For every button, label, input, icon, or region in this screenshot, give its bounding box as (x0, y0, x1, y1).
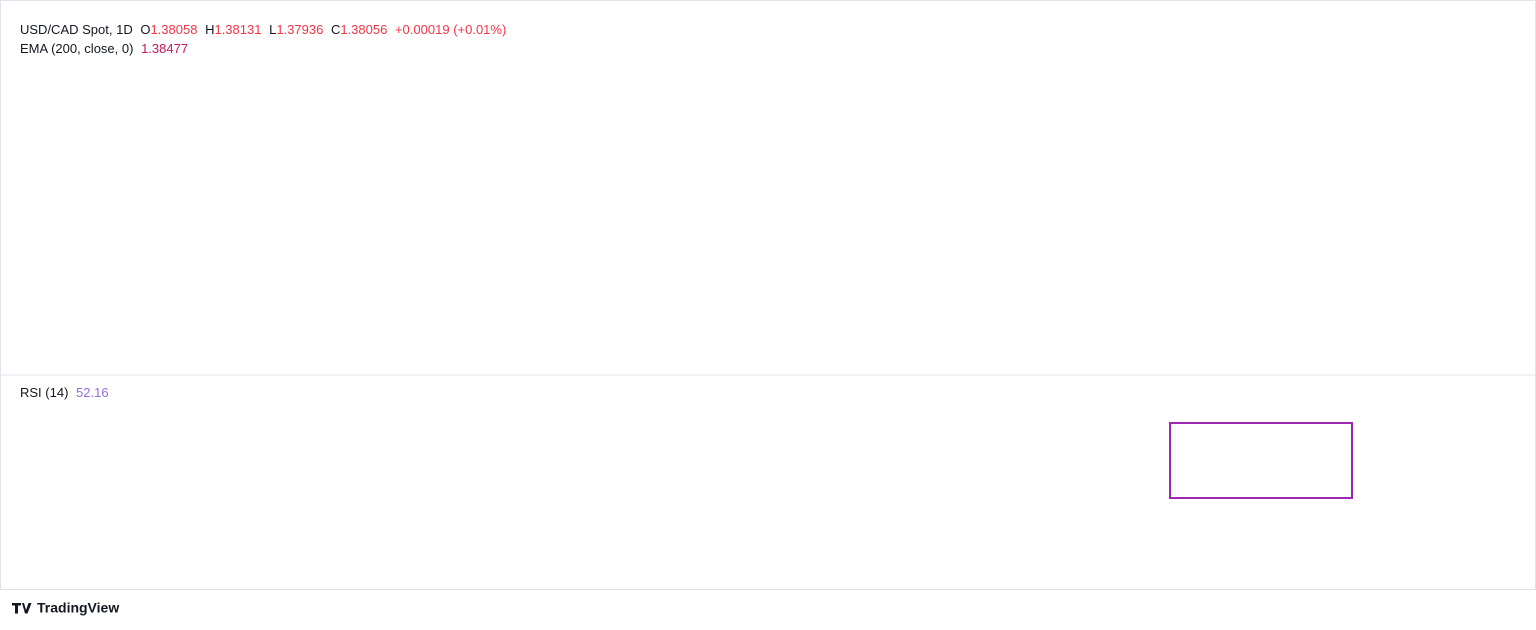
legend-header: USD/CAD Spot, 1D O1.38058 H1.38131 L1.37… (20, 22, 506, 37)
ohlc-label: C (331, 22, 340, 37)
ema-legend: EMA (200, close, 0) 1.38477 (20, 41, 188, 56)
chart-frame (0, 0, 1536, 590)
change: +0.00019 (395, 22, 450, 37)
symbol-title: USD/CAD Spot, 1D (20, 22, 133, 37)
rsi-legend: RSI (14) 52.16 (20, 385, 109, 400)
change-pct: (+0.01%) (453, 22, 506, 37)
ohlc-label: L (269, 22, 276, 37)
high-value: 1.38131 (214, 22, 261, 37)
logo-mark (12, 603, 32, 614)
close-value: 1.38056 (340, 22, 387, 37)
ohlc-label: H (205, 22, 214, 37)
rsi-box-annotation (1169, 422, 1353, 499)
rsi-value: 52.16 (76, 385, 109, 400)
logo: TradingView (12, 600, 119, 616)
ema-name: EMA (200, close, 0) (20, 41, 133, 56)
low-value: 1.37936 (276, 22, 323, 37)
ohlc-label: O (140, 22, 150, 37)
rsi-name: RSI (14) (20, 385, 68, 400)
footer-brand: TradingView (37, 600, 119, 616)
open-value: 1.38058 (150, 22, 197, 37)
ema-value: 1.38477 (141, 41, 188, 56)
